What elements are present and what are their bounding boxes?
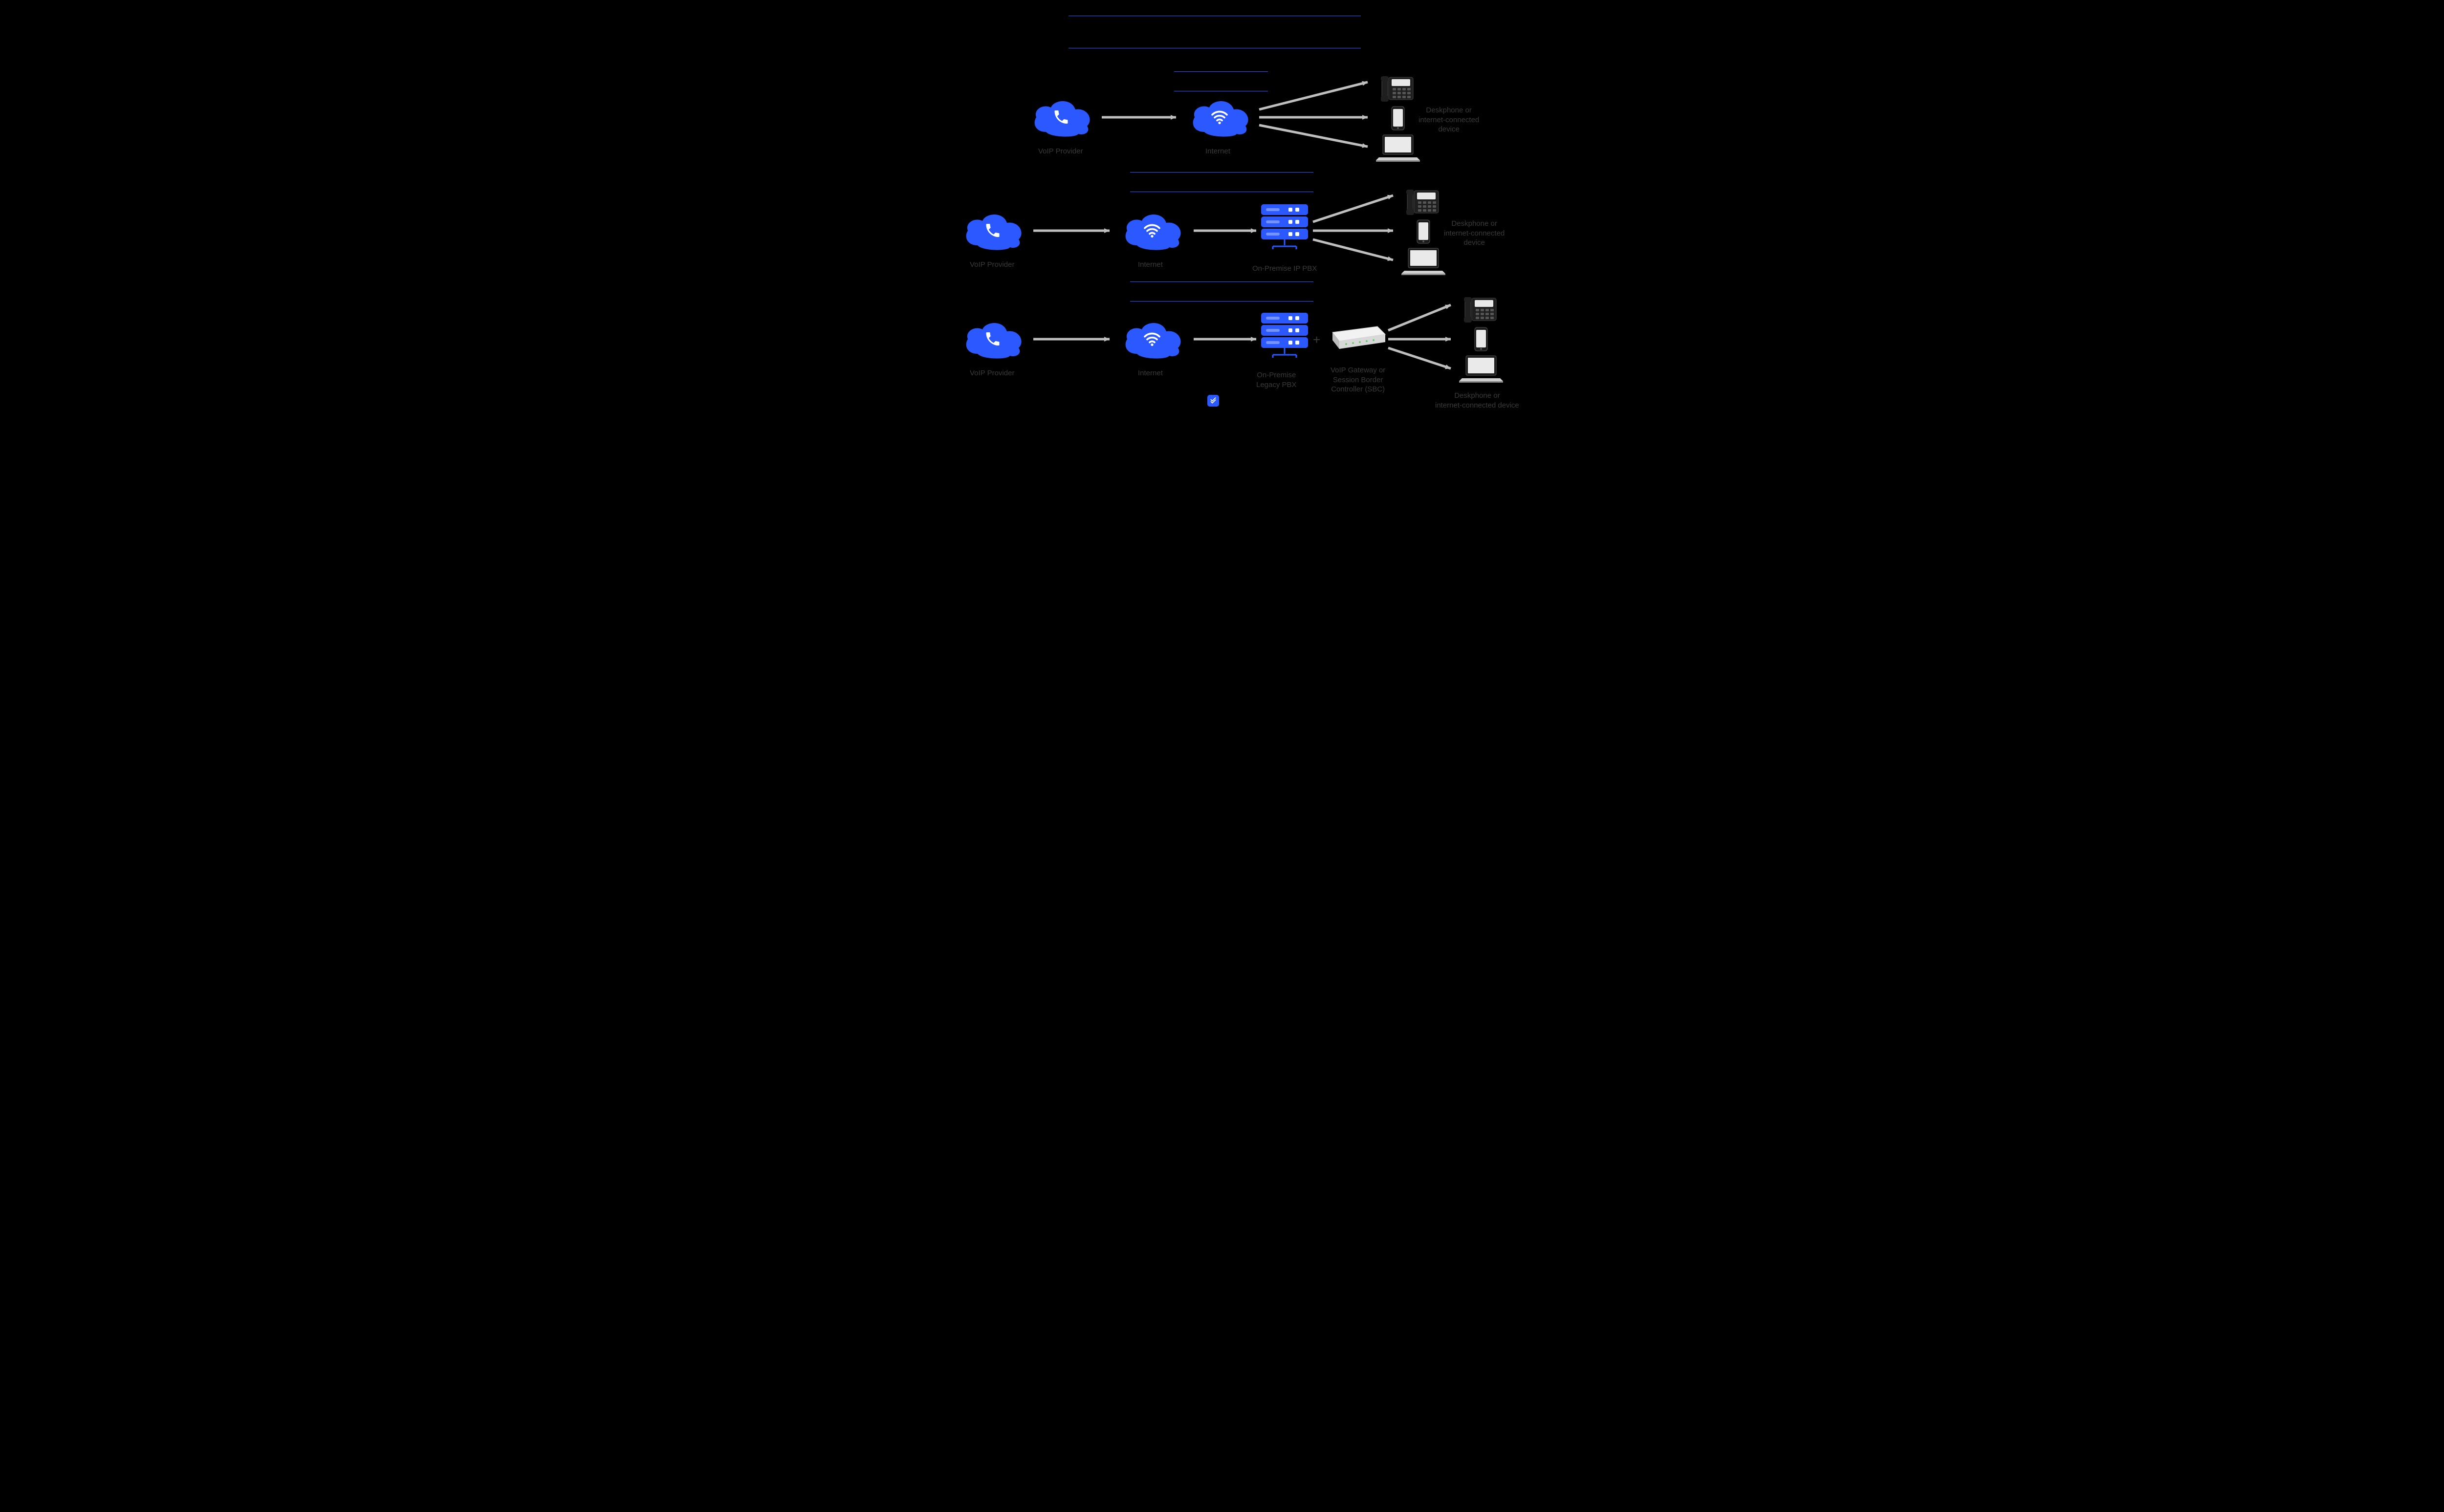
voip-provider-label: VoIP Provider	[970, 260, 1014, 270]
smartphone-icon	[1416, 219, 1431, 244]
flow-arrow	[1308, 226, 1398, 236]
internet-label: Internet	[1138, 368, 1163, 378]
flow-arrow	[1028, 334, 1114, 344]
voip-provider-label: VoIP Provider	[1038, 147, 1083, 156]
deskphone-icon	[1404, 188, 1442, 217]
separator-rule	[1174, 71, 1268, 72]
flow-arrow	[1097, 112, 1181, 122]
internet-cloud-icon	[1142, 221, 1162, 243]
smartphone-icon	[1391, 106, 1405, 131]
deskphone-icon	[1462, 295, 1500, 324]
flow-arrow	[1383, 334, 1456, 344]
flow-arrow	[1308, 235, 1398, 265]
pbx-server-icon	[1261, 204, 1308, 250]
diagram-canvas: VoIP Provider Internet Deskphone or intern…	[861, 0, 1583, 410]
pbx-server-icon	[1261, 313, 1308, 359]
internet-cloud-icon	[1142, 329, 1162, 351]
laptop-icon	[1376, 133, 1420, 162]
deskphone-label: Deskphone or internet-connected device	[1418, 106, 1479, 134]
flow-arrow	[1383, 343, 1456, 373]
voip-provider-cloud	[961, 320, 1025, 359]
internet-cloud	[1120, 320, 1184, 359]
separator-rule	[1130, 301, 1313, 302]
flow-arrow	[1254, 77, 1373, 114]
deskphone-icon	[1379, 74, 1417, 104]
smartphone-icon	[1474, 326, 1488, 352]
flow-arrow	[1254, 120, 1373, 151]
deskphone-label: Deskphone or internet-connected device	[1444, 219, 1505, 248]
device-stack	[1457, 295, 1506, 383]
device-stack	[1374, 74, 1422, 162]
flow-arrow	[1189, 226, 1261, 236]
gateway-label: VoIP Gateway or Session Border Controlle…	[1331, 366, 1385, 394]
check-badge-icon	[1207, 395, 1219, 407]
flow-arrow	[1308, 191, 1398, 227]
device-stack	[1399, 188, 1448, 276]
separator-rule	[1130, 172, 1313, 173]
voip-provider-cloud-icon	[984, 222, 1002, 242]
laptop-icon	[1459, 354, 1503, 383]
pbx-label: On-Premise Legacy PBX	[1256, 370, 1297, 389]
voip-provider-cloud-icon	[1052, 108, 1070, 129]
deskphone-label: Deskphone or internet-connected device	[1435, 391, 1519, 410]
voip-provider-cloud-icon	[984, 330, 1002, 350]
flow-arrow	[1383, 300, 1456, 335]
internet-label: Internet	[1205, 147, 1230, 156]
pbx-label: On-Premise IP PBX	[1252, 264, 1317, 274]
internet-cloud-icon	[1210, 108, 1229, 130]
internet-label: Internet	[1138, 260, 1163, 270]
separator-rule	[1130, 281, 1313, 282]
voip-provider-cloud	[1029, 98, 1093, 137]
laptop-icon	[1401, 246, 1445, 276]
plus-separator: +	[1313, 332, 1320, 347]
voip-provider-cloud	[961, 211, 1025, 250]
internet-cloud	[1120, 211, 1184, 250]
voip-gateway-icon	[1329, 324, 1387, 354]
flow-arrow	[1028, 226, 1114, 236]
internet-cloud	[1188, 98, 1251, 137]
voip-provider-label: VoIP Provider	[970, 368, 1014, 378]
flow-arrow	[1189, 334, 1261, 344]
